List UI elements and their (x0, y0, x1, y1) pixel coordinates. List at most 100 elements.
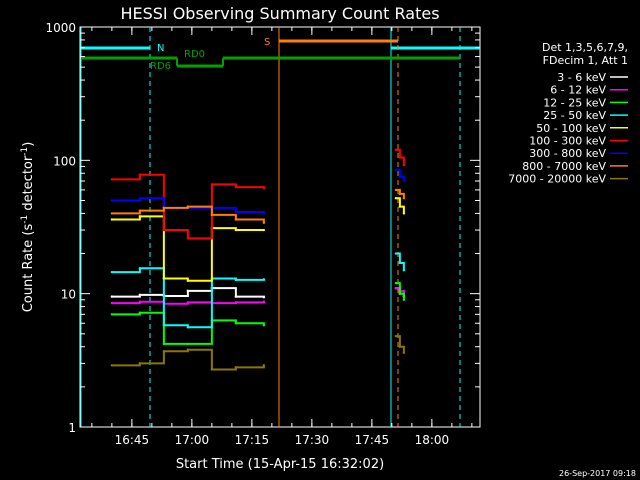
data-point (186, 348, 190, 351)
data-point (394, 334, 398, 338)
data-point (186, 326, 190, 329)
data-point (234, 218, 238, 221)
data-point (402, 163, 406, 167)
data-point (262, 186, 266, 190)
data-point (398, 175, 402, 179)
legend-entry-label: 12 - 25 keV (543, 96, 606, 109)
plot-area (79, 26, 481, 428)
data-point (262, 324, 266, 327)
data-point (234, 301, 238, 304)
data-point (402, 196, 406, 200)
legend-entry-label: 3 - 6 keV (557, 71, 606, 84)
data-point (234, 185, 238, 189)
data-point (234, 228, 238, 232)
x-tick-label: 17:30 (295, 433, 330, 447)
data-point (234, 210, 238, 214)
data-point (110, 313, 114, 316)
data-point (110, 218, 114, 221)
data-point (402, 298, 406, 301)
data-point (162, 342, 166, 346)
series-layer (110, 148, 406, 371)
data-point (110, 364, 114, 367)
data-point (262, 221, 266, 225)
indicator-bars: N S RD0 RD6 (80, 27, 480, 427)
data-point (402, 212, 406, 215)
data-point (398, 345, 402, 348)
legend-entry-label: 100 - 300 keV (529, 135, 606, 148)
legend-entry-label: 50 - 100 keV (536, 122, 606, 135)
series-5 (110, 148, 406, 240)
data-point (234, 295, 238, 298)
data-point (110, 301, 114, 305)
data-point (394, 196, 398, 200)
data-point (138, 267, 142, 270)
legend-header-line-1: Det 1,3,5,6,7,9, (542, 41, 628, 54)
data-point (402, 351, 406, 355)
y-tick-label: 100 (53, 154, 76, 168)
rd0-label: RD0 (184, 49, 205, 60)
saa-label: S (264, 37, 270, 48)
y-tick-label: 1000 (45, 21, 76, 35)
legend-entry-label: 6 - 12 keV (550, 84, 606, 97)
rd6-label: RD6 (150, 61, 171, 72)
data-point (186, 237, 190, 240)
data-point (186, 279, 190, 282)
data-point (394, 168, 398, 171)
data-point (138, 173, 142, 176)
data-point (210, 368, 214, 371)
data-point (398, 205, 402, 208)
series-4 (110, 196, 406, 282)
data-point (398, 261, 402, 265)
data-point (394, 252, 398, 255)
data-point (262, 278, 266, 281)
series-8 (110, 334, 406, 371)
data-point (186, 205, 190, 208)
data-point (162, 277, 166, 280)
legend: Det 1,3,5,6,7,9, FDecim 1, Att 1 3 - 6 k… (508, 41, 628, 186)
data-point (138, 300, 142, 303)
x-tick-label: 17:00 (175, 433, 210, 447)
x-axis-label: Start Time (15-Apr-15 16:32:02) (176, 457, 384, 472)
data-point (394, 148, 398, 151)
data-point (402, 179, 406, 183)
data-point (398, 292, 402, 295)
data-point (186, 301, 190, 304)
data-point (186, 289, 190, 293)
data-point (398, 156, 402, 159)
data-point (110, 295, 114, 298)
data-point (262, 300, 266, 303)
data-point (138, 209, 142, 212)
chart-title: HESSI Observing Summary Count Rates (120, 4, 439, 23)
legend-entry-label: 800 - 7000 keV (522, 160, 606, 173)
data-point (162, 324, 166, 327)
y-tick-label: 1 (68, 421, 76, 435)
data-point (162, 228, 166, 232)
y-axis-label: Count Rate (s-1 detector-1) (20, 142, 36, 313)
data-point (186, 342, 190, 346)
x-tick-label: 17:15 (235, 433, 270, 447)
data-point (262, 228, 266, 232)
series-2 (110, 281, 406, 346)
data-point (162, 350, 166, 353)
data-point (262, 364, 266, 367)
data-point (138, 362, 142, 365)
x-tick-label: 17:45 (355, 433, 390, 447)
plot-frame (79, 26, 481, 428)
data-point (110, 178, 114, 181)
legend-entry-label: 25 - 50 keV (543, 109, 606, 122)
data-point (234, 278, 238, 282)
data-point (110, 199, 114, 202)
data-point (210, 213, 214, 217)
legend-entry-label: 300 - 800 keV (529, 147, 606, 160)
timestamp: 26-Sep-2017 09:18 (559, 469, 636, 478)
data-point (210, 183, 214, 186)
axes-layer: 16:45 17:00 17:15 17:30 17:45 18:00 1 10 100 1000 (45, 21, 480, 447)
data-point (234, 322, 238, 325)
data-point (398, 192, 402, 196)
data-point (110, 270, 114, 274)
night-label: N (157, 43, 164, 54)
data-point (138, 196, 142, 200)
data-point (138, 311, 142, 314)
